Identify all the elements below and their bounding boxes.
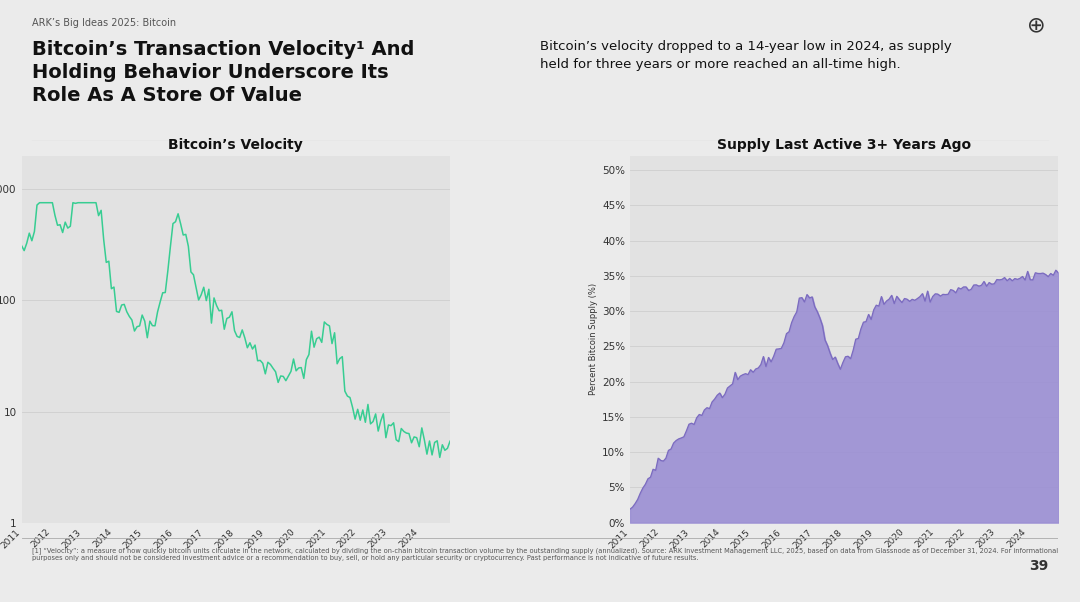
Text: Bitcoin’s Transaction Velocity¹ And
Holding Behavior Underscore Its
Role As A St: Bitcoin’s Transaction Velocity¹ And Hold… xyxy=(32,40,415,105)
Text: [1] “Velocity”: a measure of how quickly bitcoin units circulate in the network,: [1] “Velocity”: a measure of how quickly… xyxy=(32,548,1058,562)
Text: ⊕: ⊕ xyxy=(1027,16,1045,36)
Title: Bitcoin’s Velocity: Bitcoin’s Velocity xyxy=(168,138,303,152)
Text: Bitcoin’s velocity dropped to a 14-year low in 2024, as supply
held for three ye: Bitcoin’s velocity dropped to a 14-year … xyxy=(540,40,951,71)
Y-axis label: Percent Bitcoin Supply (%): Percent Bitcoin Supply (%) xyxy=(589,283,598,396)
Title: Supply Last Active 3+ Years Ago: Supply Last Active 3+ Years Ago xyxy=(717,138,971,152)
Text: 39: 39 xyxy=(1029,559,1048,573)
Text: ARK’s Big Ideas 2025: Bitcoin: ARK’s Big Ideas 2025: Bitcoin xyxy=(32,18,176,28)
